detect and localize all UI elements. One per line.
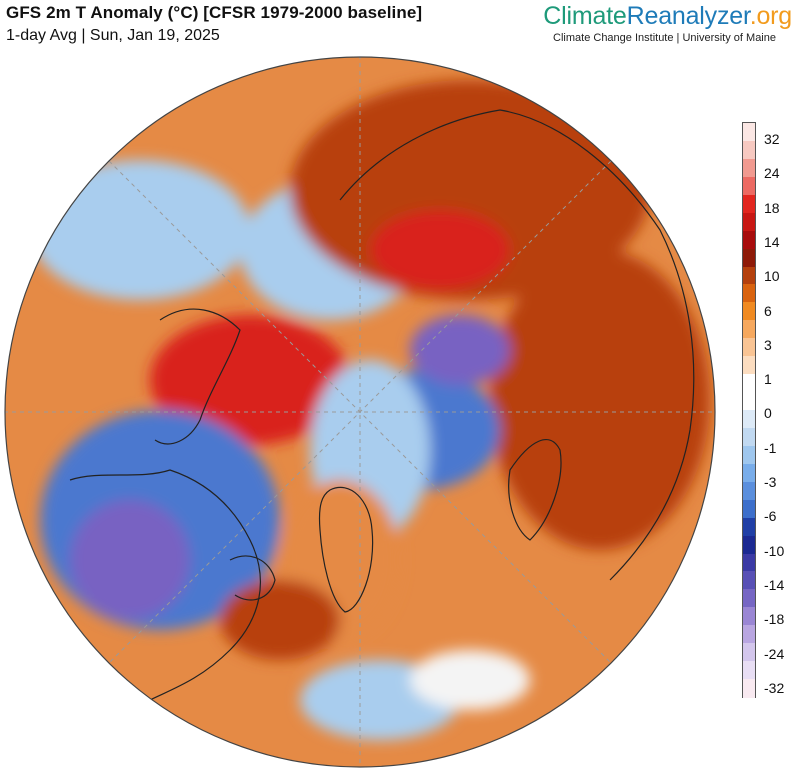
legend-swatch: [743, 158, 755, 178]
legend-label: -6: [764, 508, 777, 525]
anomaly-field: [5, 57, 715, 767]
legend-swatch: [743, 374, 755, 393]
page-subtitle: 1-day Avg | Sun, Jan 19, 2025: [6, 27, 220, 44]
legend-swatch: [743, 661, 755, 680]
globe-outline: [4, 56, 716, 768]
legend-swatch: [743, 284, 755, 303]
eurasia-coastline: [339, 109, 695, 581]
asia-warm-patch: [510, 330, 610, 410]
legend-label: -10: [764, 542, 785, 559]
graticule: [5, 57, 715, 767]
kara-sea-very-cold: [410, 315, 510, 385]
hudson-bay-coastline: [229, 555, 276, 601]
legend-label: -32: [764, 679, 785, 696]
legend-label: 18: [764, 199, 780, 216]
legend-swatch: [743, 481, 755, 501]
legend-swatch: [743, 445, 755, 465]
legend-label: -3: [764, 474, 777, 490]
east-deep-warm: [490, 250, 710, 550]
legend-swatch: [743, 427, 755, 447]
legend-label: 6: [764, 302, 772, 319]
legend-swatch: [743, 338, 755, 357]
legend-swatch: [743, 140, 755, 160]
alaska-coastline: [154, 308, 241, 445]
legend-swatch: [743, 356, 755, 375]
graticule-meridian-diagonal-b: [108, 160, 612, 664]
legend-label: 1: [764, 371, 772, 388]
legend-swatch: [743, 194, 755, 214]
legend-swatch: [743, 410, 755, 429]
legend-swatch: [743, 248, 755, 268]
legend-swatch: [743, 230, 755, 250]
legend-label: -14: [764, 576, 785, 593]
legend-swatch: [743, 266, 755, 286]
brand-part-org: .org: [749, 2, 792, 30]
legend-label: -18: [764, 611, 785, 628]
legend-label: 3: [764, 336, 772, 353]
legend-swatch: [743, 571, 755, 590]
western-cool-ocean: [30, 160, 250, 300]
rockies-very-cold: [70, 500, 190, 620]
legend-swatch: [743, 625, 755, 644]
scandinavia-coastline: [508, 439, 562, 541]
legend-swatch: [743, 517, 755, 537]
brand-part-reanalyzer: Reanalyzer: [626, 2, 750, 30]
legend-swatch: [743, 320, 755, 339]
legend-swatch: [743, 392, 755, 411]
legend-swatch: [743, 463, 755, 483]
legend-swatch: [743, 553, 755, 573]
page-title: GFS 2m T Anomaly (°C) [CFSR 1979-2000 ba…: [6, 3, 423, 22]
legend-swatch: [743, 212, 755, 232]
legend-label: 24: [764, 165, 780, 182]
brand-subtitle: Climate Change Institute | University of…: [553, 32, 776, 44]
legend-label: 14: [764, 233, 780, 250]
legend-swatch: [743, 499, 755, 519]
legend-swatch: [743, 607, 755, 626]
legend-swatch: [743, 123, 755, 142]
south-neutral-band: [410, 650, 530, 710]
legend-swatch: [743, 535, 755, 555]
legend-swatch: [743, 302, 755, 321]
legend-swatch: [743, 589, 755, 608]
legend-swatch: [743, 643, 755, 662]
coastlines: [69, 109, 695, 701]
brand-part-climate: Climate: [543, 2, 627, 30]
atlantic-deep-warm: [220, 580, 340, 660]
brand-logo: ClimateReanalyzer.org: [543, 2, 792, 31]
legend-label: -24: [764, 645, 785, 662]
north-america-coastline: [69, 469, 261, 701]
legend-label: 32: [764, 131, 780, 147]
legend-swatch: [743, 176, 755, 196]
legend-swatch: [743, 679, 755, 698]
siberia-hot-spot: [370, 210, 510, 290]
greenland-coastline: [318, 486, 374, 613]
legend-colorbar: [742, 122, 756, 698]
legend-label: 0: [764, 405, 772, 422]
legend-label: -1: [764, 439, 777, 456]
legend-label: 10: [764, 268, 780, 285]
